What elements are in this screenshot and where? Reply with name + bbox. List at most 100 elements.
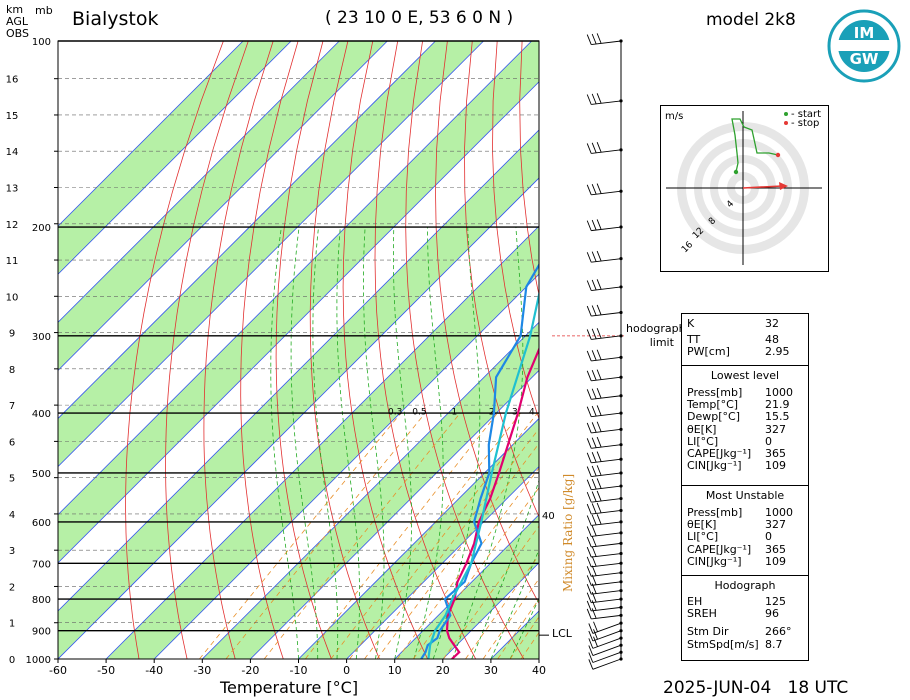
hodograph: m/s - start - stop 4 8 12 16 (660, 105, 829, 272)
x-tick-label: -50 (97, 664, 115, 677)
wind-barb-flag (588, 645, 594, 656)
wind-barb-flag (596, 33, 602, 44)
wind-barb-flag (586, 422, 592, 434)
isotherm-line (346, 466, 539, 659)
wind-barb-flag (586, 350, 592, 362)
wind-barb-flag (596, 279, 602, 290)
isotherm-line (250, 369, 539, 659)
wind-barb-flag (591, 546, 597, 557)
unstable-row: CIN[Jkg⁻¹] 109 (687, 554, 786, 568)
wind-barb-flag (586, 600, 592, 612)
imgw-logo: IM GW (827, 9, 901, 83)
index-row: K 32 (687, 317, 779, 330)
model-name: model 2k8 (706, 10, 796, 30)
wind-barb-flag (596, 369, 602, 380)
wind-barb-flag (591, 350, 597, 361)
wind-barb-flag (596, 349, 602, 360)
wind-barb-flag (586, 143, 592, 154)
km-agl-label: km AGL OBS (6, 3, 29, 40)
wind-barb-flag (586, 94, 592, 105)
wind-barb-flag (591, 370, 597, 381)
lowest-row: θE[K] 327 (687, 422, 786, 436)
wind-barb-flag (591, 422, 597, 433)
wind-barb-flag (586, 34, 592, 45)
hodograph-start-point (733, 169, 739, 175)
wind-barb-flag (586, 406, 592, 417)
mixing-ratio-tick-label: 30 (659, 407, 671, 417)
pressure-tick-label: 800 (32, 595, 51, 606)
moist-adiabat (452, 226, 524, 659)
km-tick-label: 16 (6, 75, 19, 86)
isotherm-line (105, 225, 539, 659)
lowest-row: Press[mb] 1000 (687, 386, 793, 399)
wind-barb-flag (591, 503, 597, 514)
wind-barb-flag (591, 465, 597, 477)
km-tick-label: 10 (6, 292, 19, 303)
moist-adiabat (336, 226, 360, 659)
dry-adiabat (165, 41, 249, 659)
wind-barb-flag (588, 623, 594, 634)
wind-barb-flag (591, 305, 597, 316)
isotherm-band (58, 41, 539, 563)
wind-barb-flag (591, 452, 597, 463)
wind-level-dot (619, 225, 623, 229)
isotherm-line (298, 417, 539, 659)
wind-barb-flag (586, 370, 592, 381)
wind-barb-flag (586, 389, 592, 400)
pressure-tick-label: 600 (32, 518, 51, 529)
wind-barb-flag (586, 592, 592, 603)
wind-barb-flag (591, 536, 597, 547)
km-tick-label: 3 (9, 546, 15, 557)
km-tick-label: 0 (9, 655, 15, 666)
station-title: Bialystok (72, 8, 159, 30)
wind-barb-flag (586, 608, 592, 620)
dry-adiabat (405, 41, 525, 659)
wind-barb-shaft (592, 658, 622, 670)
indices-panel: K 32 TT 48 PW[cm] 2.95 (681, 313, 809, 367)
wind-barb-flag (591, 279, 597, 291)
wind-barb-flag (596, 219, 602, 230)
mixing-ratio-label: Mixing Ratio [g/kg] (561, 473, 575, 592)
wind-barb-flag (591, 478, 597, 490)
x-tick-label: 0 (343, 664, 350, 677)
km-tick-label: 14 (6, 147, 19, 158)
x-tick-label: -40 (145, 664, 163, 677)
wind-barb-flag (586, 252, 592, 263)
lcl-label: LCL (552, 627, 572, 640)
isotherm-line (58, 41, 244, 227)
isotherm-line (58, 41, 388, 371)
isotherm-band (58, 129, 539, 659)
wind-barb-shaft (591, 149, 622, 154)
moist-adiabat (270, 226, 299, 659)
x-tick-label: 40 (532, 664, 546, 677)
km-tick-label: 12 (6, 220, 19, 231)
pressure-tick-label: 100 (32, 37, 51, 48)
wind-barb-flag (596, 304, 602, 316)
x-tick-label: 10 (388, 664, 402, 677)
wind-barb-flag (586, 515, 592, 526)
temperature-profile (445, 346, 539, 659)
dewpoint-profile (420, 262, 539, 659)
wind-barb-flag (588, 638, 594, 649)
lowest-level-panel: Lowest level Press[mb] 1000 Temp[°C] 21.9 … (681, 365, 809, 487)
dry-adiabat (275, 41, 332, 659)
most-unstable-panel: Most Unstable Press[mb] 1000 θE[K] 327 LI[… (681, 485, 809, 577)
wind-barb-flag (596, 514, 602, 525)
hodograph-trace (731, 118, 779, 173)
wind-barb-flag (591, 514, 597, 526)
mb-label: mb (35, 4, 53, 17)
pressure-tick-label: 700 (32, 559, 51, 570)
wind-barb-flag (591, 437, 597, 448)
moist-adiabat (490, 548, 539, 659)
svg-text:GW: GW (850, 50, 879, 68)
km-tick-label: 7 (9, 401, 15, 412)
moist-adiabat (509, 597, 539, 659)
wind-barb-flag (596, 421, 602, 432)
x-tick-label: -20 (241, 664, 259, 677)
unstable-row: θE[K] 327 (687, 518, 786, 532)
pressure-tick-label: 300 (32, 332, 51, 343)
wind-barb-flag (593, 629, 598, 640)
wind-barb-flag (586, 575, 592, 586)
wind-barb-flag (596, 436, 602, 448)
isotherm-line (153, 273, 539, 659)
